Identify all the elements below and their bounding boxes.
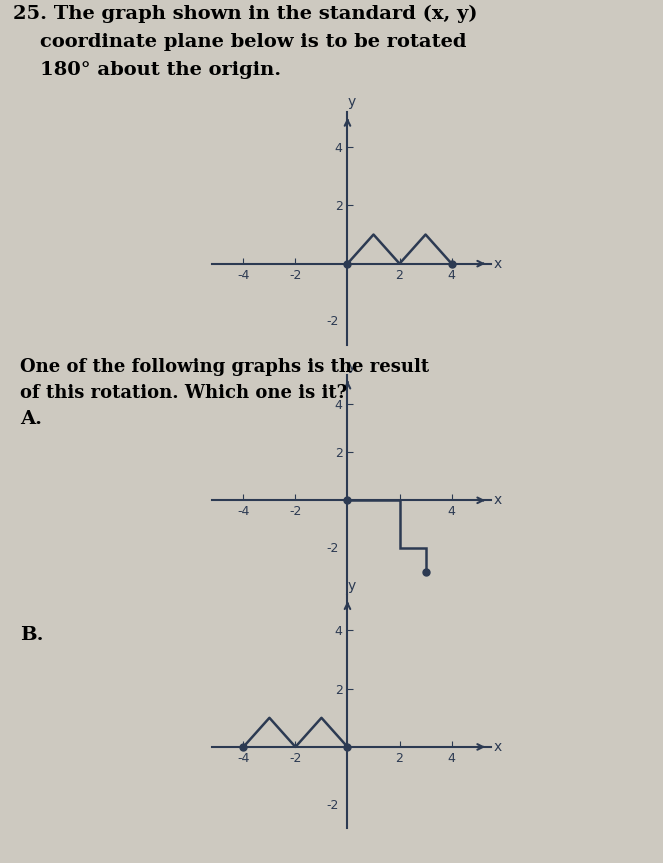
Text: -2: -2 [326,315,338,329]
Text: y: y [347,578,355,593]
Text: A.: A. [20,410,42,428]
Text: x: x [493,740,501,754]
Text: y: y [347,359,355,373]
Text: x: x [493,494,501,507]
Text: -2: -2 [326,542,338,555]
Text: x: x [493,256,501,271]
Text: One of the following graphs is the result: One of the following graphs is the resul… [20,358,429,376]
Text: B.: B. [20,626,43,644]
Text: 180° about the origin.: 180° about the origin. [13,61,281,79]
Text: coordinate plane below is to be rotated: coordinate plane below is to be rotated [13,33,467,51]
Text: y: y [347,95,355,110]
Text: -2: -2 [326,798,338,812]
Text: of this rotation. Which one is it?: of this rotation. Which one is it? [20,384,347,402]
Text: 25. The graph shown in the standard (x, y): 25. The graph shown in the standard (x, … [13,4,478,22]
